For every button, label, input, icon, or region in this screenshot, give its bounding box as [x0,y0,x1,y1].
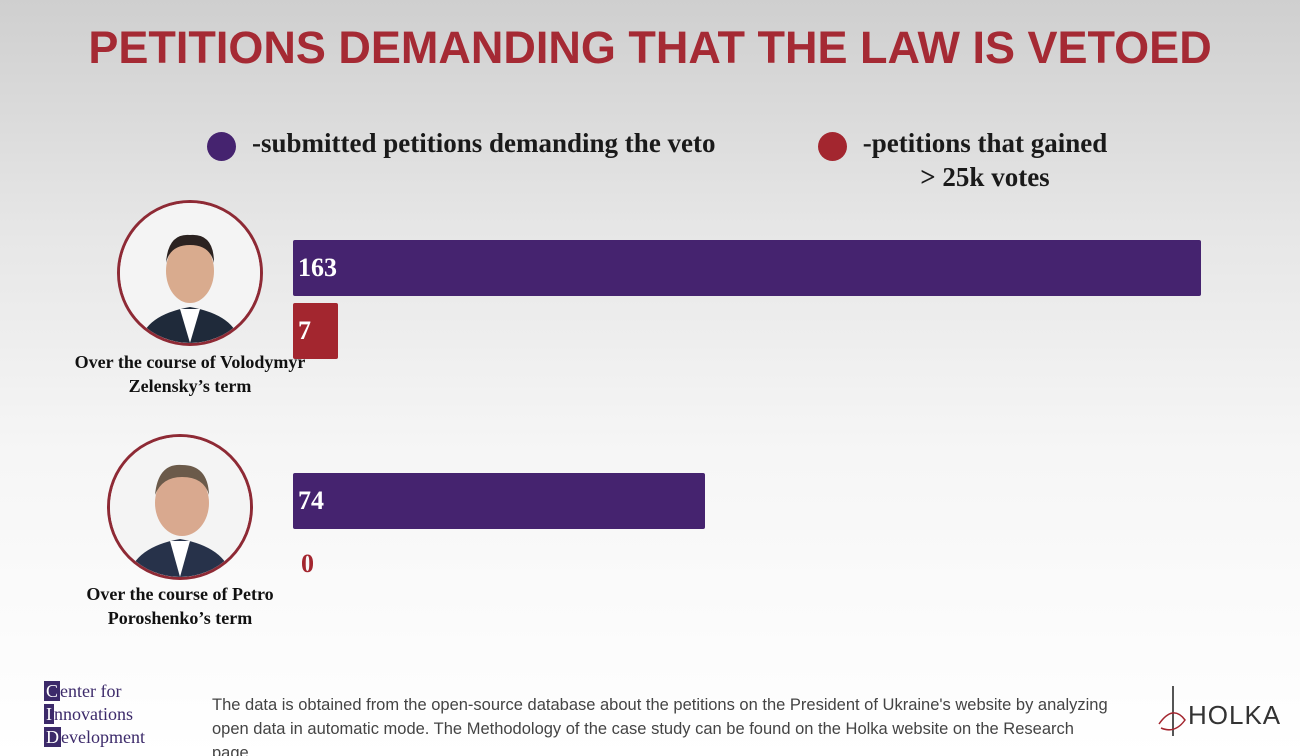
org-logo: Center for Innovations Development [44,680,145,749]
chart-title: PETITIONS DEMANDING THAT THE LAW IS VETO… [88,22,1212,73]
value-label: 163 [298,253,337,282]
category-label: Over the course of Petro Poroshenko’s te… [86,584,274,628]
portrait [117,200,263,346]
legend-label: -submitted petitions demanding the veto [252,128,716,158]
bar [293,303,338,359]
brand-name: HOLKA [1188,700,1282,730]
bar [293,473,706,529]
logo-text: Innovations [46,704,133,724]
logo-text: Center for [46,681,122,701]
value-label: 7 [298,316,311,345]
footnote: The data is obtained from the open-sourc… [212,696,1108,756]
value-label: 0 [301,549,314,578]
brand-icon [1158,686,1186,736]
category-label: Over the course of Volodymyr Zelensky’s … [74,352,306,396]
bar [293,240,1201,296]
value-label: 74 [298,486,324,515]
legend-swatch [207,132,236,161]
legend-swatch [818,132,847,161]
legend-label: -petitions that gained > 25k votes [862,128,1108,192]
logo-text: Development [46,727,145,747]
portrait [107,434,253,580]
